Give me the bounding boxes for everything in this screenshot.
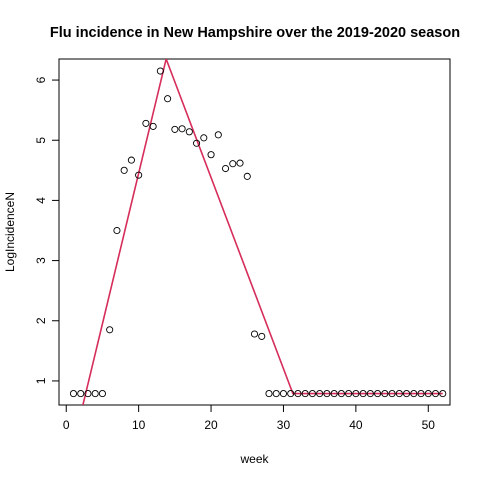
y-axis-label: LogIncidenceN [3, 192, 17, 272]
data-point [301, 390, 309, 398]
y-axis: 1 2 3 4 5 6 [34, 76, 59, 384]
data-point [149, 122, 157, 130]
y-tick-label: 3 [34, 257, 48, 264]
data-point [236, 159, 244, 167]
data-point [142, 119, 150, 127]
data-point [410, 390, 418, 398]
fit-line [82, 59, 443, 405]
data-point [77, 390, 85, 398]
data-point [229, 160, 237, 168]
data-point [330, 390, 338, 398]
data-point [374, 390, 382, 398]
x-tick-label: 20 [204, 418, 218, 432]
data-point [69, 390, 78, 398]
y-tick-label: 5 [34, 137, 48, 144]
data-point [272, 390, 280, 398]
data-point [381, 390, 389, 398]
y-tick-label: 4 [34, 197, 48, 204]
data-point [127, 156, 135, 164]
data-point [91, 390, 99, 398]
data-point [84, 390, 92, 398]
data-point [214, 131, 222, 139]
y-tick-label: 1 [34, 377, 48, 384]
x-tick-label: 0 [63, 418, 70, 432]
y-tick-label: 6 [34, 76, 48, 83]
data-point [337, 390, 345, 398]
x-tick-label: 40 [349, 418, 363, 432]
x-tick-label: 10 [132, 418, 146, 432]
data-point [207, 151, 215, 159]
x-axis: 0 10 20 30 40 50 [63, 405, 435, 432]
data-point [193, 139, 201, 147]
x-tick-label: 50 [422, 418, 436, 432]
x-tick-label: 30 [277, 418, 291, 432]
data-point [345, 390, 353, 398]
data-point [258, 332, 266, 340]
data-point [171, 125, 179, 133]
data-point [200, 134, 208, 142]
points-layer [69, 67, 447, 398]
x-axis-label: week [239, 452, 269, 466]
data-point [352, 390, 360, 398]
data-point [316, 390, 324, 398]
data-point [243, 172, 251, 180]
data-point [98, 390, 106, 398]
data-point [221, 164, 230, 173]
data-point [359, 390, 367, 398]
data-point [287, 390, 295, 398]
data-point [431, 390, 440, 398]
data-point [135, 171, 143, 179]
data-point [395, 390, 403, 398]
data-point [156, 67, 164, 75]
data-point [106, 326, 114, 334]
data-point [417, 390, 425, 398]
data-point [120, 166, 128, 174]
data-point [323, 390, 331, 398]
data-point [185, 128, 193, 136]
data-point [294, 390, 302, 398]
data-point [424, 390, 432, 398]
data-point [113, 226, 121, 235]
data-point [164, 95, 172, 103]
data-point [250, 330, 259, 338]
plot-frame [58, 58, 451, 406]
data-point [279, 390, 288, 398]
fit-line-layer [82, 59, 443, 405]
data-point [439, 390, 447, 398]
data-point [388, 390, 396, 398]
data-point [366, 390, 374, 398]
data-point [265, 390, 273, 398]
y-tick-label: 2 [34, 317, 48, 324]
data-point [308, 390, 316, 398]
chart-title: Flu incidence in New Hampshire over the … [50, 25, 460, 41]
data-point [403, 390, 411, 398]
data-point [178, 125, 186, 133]
